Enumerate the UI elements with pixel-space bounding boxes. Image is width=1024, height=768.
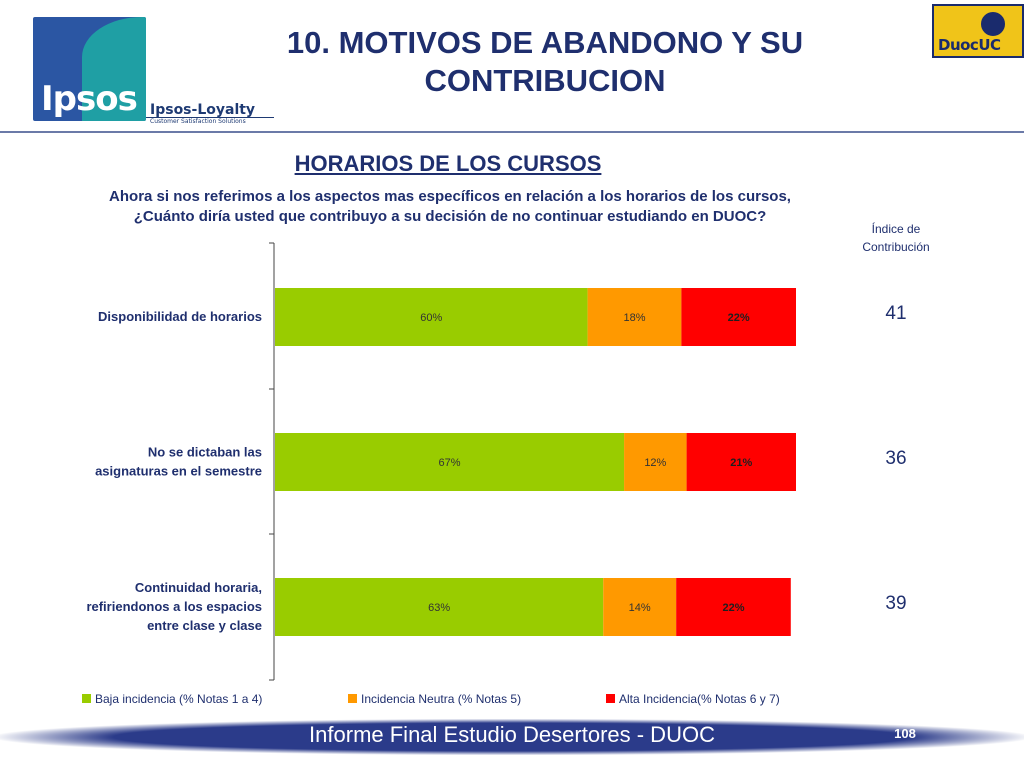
data-label: 63% [428,602,450,614]
bar-segment [587,288,682,346]
category-label: entre clase y clase [147,618,262,633]
survey-question-line2: ¿Cuánto diría usted que contribuyo a su … [133,208,767,225]
bar-segment [275,288,588,346]
survey-question-line1: Ahora si nos referimos a los aspectos ma… [109,188,791,205]
bar-segment [686,433,796,491]
category-label: No se dictaban las [148,445,262,460]
duoc-logo: DuocUC [932,4,1024,58]
contribution-index-value: 39 [885,593,906,614]
slide-title-line1: 10. MOTIVOS DE ABANDONO Y SU [286,25,804,60]
section-subtitle: HORARIOS DE LOS CURSOS [294,151,602,176]
legend-swatch [348,694,357,703]
contribution-index-title-line1: Índice de [871,222,921,236]
category-label: refiriendonos a los espacios [86,599,262,614]
contribution-index-value: 41 [885,303,906,324]
bar-segment [275,433,625,491]
data-label: 60% [420,312,442,324]
contribution-index-title: Índice de Contribución [840,220,952,256]
data-label: 67% [439,457,461,469]
footer-bar [0,719,1024,755]
legend-label: Baja incidencia (% Notas 1 a 4) [95,692,262,706]
bar-segment [681,288,796,346]
data-label: 22% [722,602,744,614]
bar-segment [275,578,604,636]
ipsos-face-graphic [82,17,146,121]
data-label: 22% [728,312,750,324]
bar-segment [603,578,677,636]
category-label: asignaturas en el semestre [95,464,262,479]
contribution-index-title-line2: Contribución [862,240,930,254]
legend-swatch [606,694,615,703]
slide-title: 10. MOTIVOS DE ABANDONO Y SU CONTRIBUCIO… [230,24,860,100]
data-label: 12% [644,457,666,469]
ipsos-sub-brand: Ipsos-Loyalty [150,102,256,118]
bar-segment [624,433,687,491]
ipsos-logo-word: Ipsos [41,79,138,119]
category-label: Disponibilidad de horarios [98,309,262,324]
legend-label: Incidencia Neutra (% Notas 5) [361,692,521,706]
ipsos-logo: Ipsos [33,17,146,121]
page-number: 108 [894,726,916,741]
slide-title-line2: CONTRIBUCION [424,63,666,98]
logo-underline [146,117,274,118]
legend-swatch [82,694,91,703]
legend-label: Alta Incidencia(% Notas 6 y 7) [619,692,780,706]
data-label: 14% [629,602,651,614]
survey-question: Ahora si nos referimos a los aspectos ma… [50,187,850,227]
data-label: 18% [623,312,645,324]
contribution-index-value: 36 [885,448,906,469]
header-divider [0,131,1024,133]
ipsos-tagline: Customer Satisfaction Solutions [150,118,246,125]
duoc-logo-text: DuocUC [938,36,1001,54]
duoc-crest-icon [978,9,1008,39]
category-label: Continuidad horaria, [135,580,262,595]
bar-segment [676,578,791,636]
footer-text: Informe Final Estudio Desertores - DUOC [309,722,715,747]
data-label: 21% [730,457,752,469]
